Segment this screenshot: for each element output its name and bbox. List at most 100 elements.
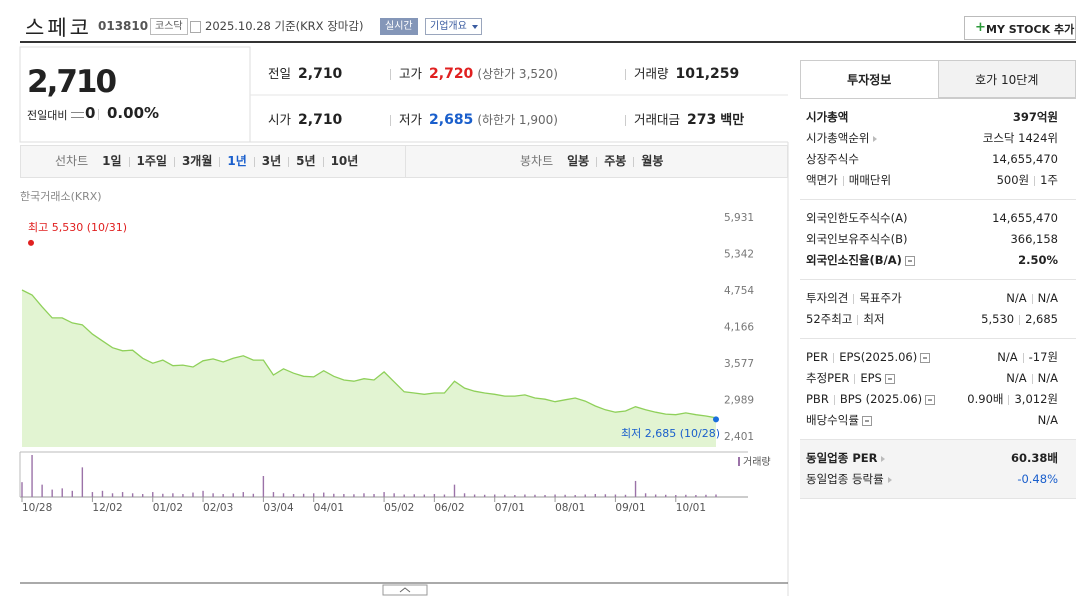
volume-bar — [131, 493, 134, 497]
value-text: 0.90배 — [967, 392, 1004, 406]
value-text: 5,530 — [981, 312, 1015, 326]
y-tick-label: 2,989 — [724, 395, 754, 407]
tab[interactable]: 1주일 — [136, 154, 167, 168]
label-text: EPS — [860, 371, 882, 385]
tab[interactable]: 3개월 — [181, 154, 213, 168]
volume-bar — [383, 492, 385, 497]
x-tick-label: 09/01 — [615, 502, 645, 514]
help-icon[interactable] — [920, 352, 931, 363]
info-value: N/A -17원 — [997, 347, 1058, 368]
separator — [219, 156, 221, 167]
value-text: 14,655,470 — [992, 211, 1058, 225]
tab[interactable]: 3년 — [261, 154, 282, 168]
legend-icon — [738, 457, 740, 466]
info-row: PBR BPS (2025.06) 0.90배 3,012원 — [806, 389, 1058, 410]
panel-tab[interactable]: 호가 10단계 — [938, 60, 1076, 98]
tab[interactable]: 10년 — [330, 154, 359, 168]
help-icon[interactable] — [861, 415, 872, 426]
label-text: 시가총액 — [806, 110, 849, 124]
x-tick-label: 05/02 — [384, 502, 414, 514]
y-tick-label: 4,754 — [724, 285, 754, 297]
arrow-icon[interactable] — [887, 476, 892, 483]
help-icon[interactable] — [904, 255, 915, 266]
price-line — [21, 289, 717, 419]
label-text: EPS(2025.06) — [839, 350, 918, 364]
x-tick-label: 08/01 — [555, 502, 585, 514]
info-row: PER EPS(2025.06) N/A -17원 — [806, 347, 1058, 368]
stat: 전일 2,710 — [268, 63, 342, 82]
info-row: 외국인소진율(B/A) 2.50% — [806, 250, 1058, 271]
label-text: PBR — [806, 392, 829, 406]
volume-bar — [333, 493, 335, 497]
info-label: 시가총액 — [806, 107, 848, 128]
label-text: BPS (2025.06) — [839, 392, 923, 406]
tab[interactable]: 5년 — [296, 154, 316, 168]
tab[interactable]: 1일 — [102, 154, 122, 168]
help-icon[interactable] — [884, 373, 895, 384]
label-text: 외국인소진율(B/A) — [806, 253, 902, 267]
volume-bar — [61, 488, 63, 497]
volume-bar — [232, 493, 234, 497]
volume-bar — [695, 495, 697, 497]
toggle-button[interactable] — [382, 584, 428, 596]
arrow-icon[interactable] — [873, 135, 878, 142]
stock-name: 스페코 — [25, 16, 92, 40]
label-text: 최저 — [863, 312, 885, 326]
volume-bar — [172, 493, 174, 497]
stat-value: 273 — [687, 112, 717, 128]
separator — [625, 115, 626, 126]
label-text: 52주최고 — [806, 312, 853, 326]
label-text: PER — [806, 350, 829, 364]
chart-source: 한국거래소(KRX) — [20, 190, 102, 203]
separator — [1022, 352, 1024, 363]
tab[interactable]: 주봉 — [604, 154, 627, 168]
separator — [322, 156, 324, 167]
dropdown-icon — [472, 25, 478, 29]
info-value: 366,158 — [1010, 229, 1058, 250]
info-row: 상장주식수 14,655,470 — [806, 149, 1058, 170]
separator — [854, 373, 856, 384]
volume-bar — [192, 492, 194, 497]
x-tick-label: 07/01 — [495, 502, 525, 514]
tab[interactable]: 일봉 — [567, 154, 590, 168]
help-icon[interactable] — [925, 394, 936, 405]
volume-bar — [594, 494, 597, 497]
high-marker — [28, 239, 34, 246]
volume-bar — [101, 490, 104, 497]
volume-bar — [182, 494, 184, 497]
x-tick-label: 03/04 — [263, 502, 294, 514]
separator — [98, 109, 99, 120]
volume-bar — [282, 493, 285, 497]
stat-label: 시가 — [268, 112, 292, 127]
stat-label: 전일 — [268, 66, 292, 81]
info-value: N/A — [1038, 410, 1058, 431]
panel-tab[interactable]: 투자정보 — [800, 60, 939, 98]
value-text: 397억원 — [1012, 110, 1058, 124]
flat-icon — [71, 112, 84, 118]
realtime-badge[interactable]: 실시간 — [380, 18, 418, 35]
volume-bar — [242, 492, 244, 497]
tab[interactable]: 월봉 — [641, 154, 664, 168]
tab-group: 선차트 1일 1주일 3개월 1년 3년 5년 10년 — [55, 152, 358, 169]
value-text: 366,158 — [1010, 232, 1058, 246]
x-tick-label: 01/02 — [153, 502, 183, 514]
low-label: 최저 2,685 (10/28) — [621, 427, 720, 440]
info-label: 액면가 매매단위 — [806, 170, 891, 191]
value-text: 1주 — [1040, 173, 1058, 187]
arrow-icon[interactable] — [881, 455, 886, 462]
separator — [596, 156, 598, 167]
separator — [1031, 293, 1033, 304]
volume-bar — [433, 494, 436, 497]
volume-bar — [31, 455, 33, 497]
stat-label: 고가 — [399, 66, 423, 81]
panel-section: 동일업종 PER 60.38배 동일업종 등락률 -0.48% — [800, 440, 1076, 499]
tab[interactable]: 1년 — [227, 154, 247, 168]
y-tick-label: 5,931 — [724, 212, 754, 224]
volume-bar — [443, 494, 446, 497]
volume-bar — [121, 492, 124, 497]
header-rule — [20, 41, 1076, 43]
separator — [833, 394, 835, 405]
overview-button[interactable]: 기업개요 — [425, 18, 482, 35]
my-stock-button[interactable] — [964, 16, 1076, 40]
